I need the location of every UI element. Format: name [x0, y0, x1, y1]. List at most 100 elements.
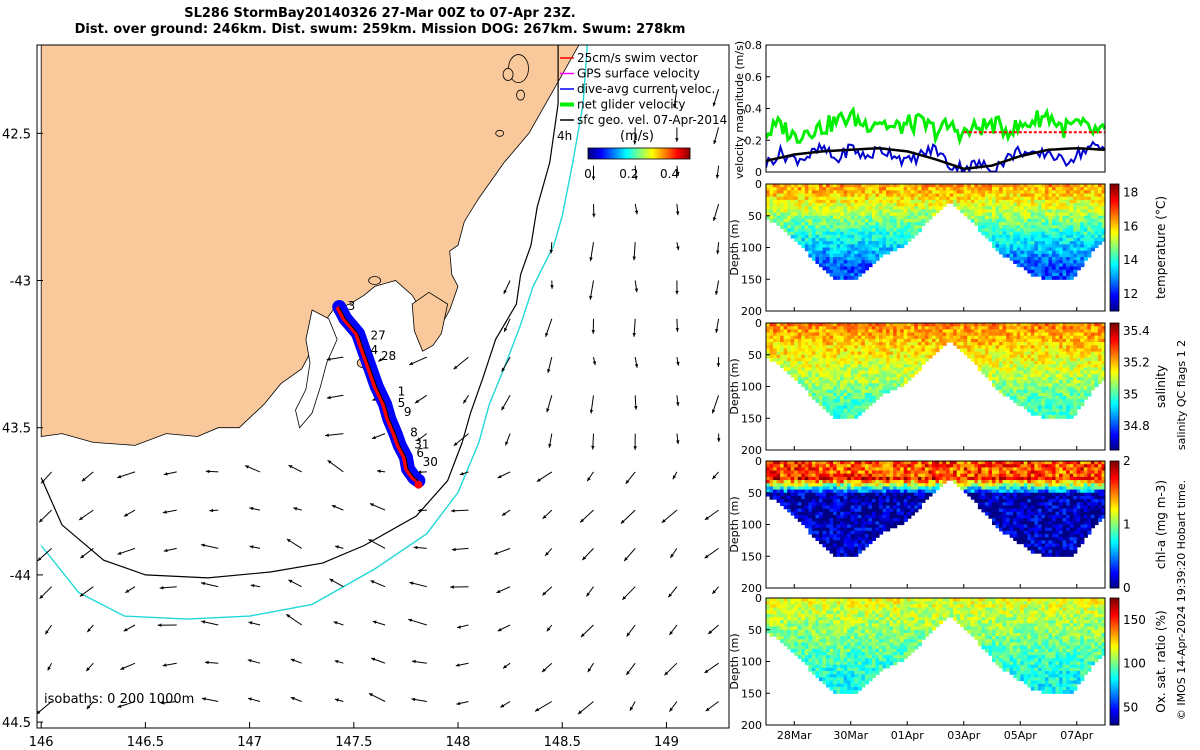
section-cell [1006, 342, 1011, 346]
section-cell [921, 361, 926, 365]
section-cell [857, 257, 862, 261]
section-cell [850, 276, 855, 280]
section-cell [804, 492, 809, 497]
current-vector-head [368, 539, 373, 543]
section-cell [1048, 184, 1053, 188]
current-vector-head [117, 474, 122, 479]
colorbar-cell [1110, 344, 1119, 347]
section-cell [1044, 266, 1050, 271]
section-cell [903, 209, 908, 214]
current-vector-head [715, 328, 719, 333]
section-cell [854, 415, 859, 419]
section-cell [836, 383, 841, 388]
current-vector-head [248, 697, 252, 701]
section-cell [970, 215, 975, 220]
section-cell [879, 348, 884, 353]
section-cell [1083, 389, 1088, 394]
section-cell [935, 326, 940, 330]
section-cell [1013, 237, 1018, 242]
section-cell [826, 332, 831, 337]
section-cell [889, 332, 894, 337]
section-cell [1006, 361, 1011, 365]
section-cell [783, 348, 788, 353]
section-cell [804, 486, 809, 491]
section-cell [914, 345, 919, 349]
section-cell [1030, 399, 1035, 403]
section-cell [1073, 411, 1078, 416]
section-cell [999, 380, 1004, 384]
section-cell [833, 187, 838, 191]
section-cell [999, 212, 1004, 217]
section-cell [1055, 376, 1060, 381]
section-cell [1044, 193, 1050, 198]
section-cell [843, 396, 848, 400]
section-cell [1059, 276, 1064, 280]
section-cell [871, 329, 877, 334]
section-cell [949, 326, 954, 330]
section-cell [1097, 380, 1103, 384]
section-cell [801, 508, 806, 513]
section-cell [790, 467, 795, 472]
section-cell [999, 206, 1004, 210]
section-cell [850, 386, 855, 391]
section-cell [970, 335, 975, 340]
section-cell [1037, 231, 1043, 236]
section-cell [999, 225, 1004, 230]
section-cell [1055, 415, 1060, 419]
current-vector-head [293, 507, 298, 511]
section-cell [1069, 231, 1074, 236]
section-cell [794, 329, 799, 334]
section-cell [988, 215, 993, 220]
section-cell [1097, 335, 1103, 340]
section-cell [984, 332, 990, 337]
section-cell [854, 408, 859, 413]
section-cell [797, 225, 802, 230]
section-cell [1066, 357, 1071, 362]
colorbar-cell [618, 148, 620, 159]
section-cell [1027, 323, 1032, 327]
section-cell [868, 329, 873, 334]
section-cell [903, 206, 908, 210]
section-cell [864, 389, 870, 394]
section-cell [822, 354, 827, 359]
section-cell [1020, 323, 1025, 327]
section-cell [1073, 228, 1078, 233]
day-label: 31 [414, 437, 429, 451]
section-cell [811, 250, 817, 255]
section-cell [1006, 206, 1011, 210]
section-cell [836, 405, 841, 410]
colorbar-cell [1110, 298, 1119, 301]
section-cell [843, 234, 848, 239]
section-cell [847, 215, 852, 220]
section-cell [840, 193, 845, 198]
section-cell [1020, 342, 1025, 346]
section-cell [1090, 345, 1096, 349]
section-cell [833, 247, 838, 252]
section-cell [811, 473, 817, 478]
section-cell [879, 361, 884, 365]
section-cell [811, 364, 817, 369]
section-cell [931, 206, 937, 210]
section-cell [1030, 342, 1035, 346]
section-cell [1009, 222, 1014, 226]
section-cell [1020, 389, 1025, 394]
section-cell [843, 329, 848, 334]
section-cell [808, 502, 813, 507]
section-cell [1055, 329, 1060, 334]
section-cell [776, 467, 781, 472]
section-cell [864, 348, 870, 353]
section-cell [956, 342, 961, 346]
section-cell [843, 376, 848, 381]
colorbar-cell [606, 148, 608, 159]
section-cell [1069, 367, 1074, 372]
section-cell [787, 225, 792, 230]
section-cell [1090, 234, 1096, 239]
section-cell [1073, 237, 1078, 242]
section-cell [766, 348, 771, 353]
section-cell [1052, 269, 1057, 274]
section-cell [861, 323, 866, 327]
section-cell [783, 228, 788, 233]
section-cell [840, 272, 845, 277]
section-cell [864, 370, 870, 375]
colorbar-cell [1110, 277, 1119, 280]
